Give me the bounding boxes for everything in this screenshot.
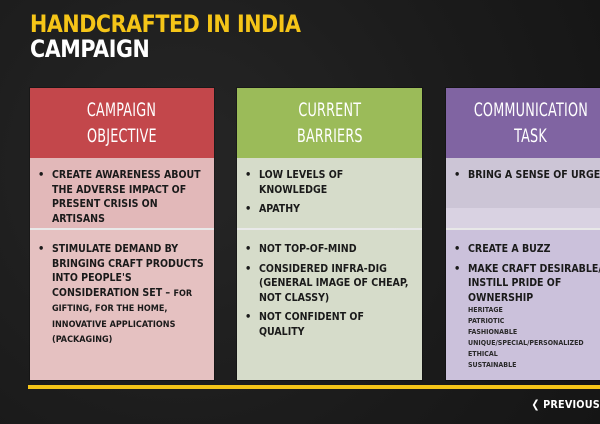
title-line-1: Handcrafted in India — [30, 10, 301, 38]
objective-section-2: • Stimulate demand by bringing craft prod… — [30, 230, 214, 380]
list-item: • Not top-of-mind — [245, 242, 357, 255]
campaign-objective-card: Campaign Objective • Create awareness abou… — [30, 88, 214, 380]
current-barriers-header: Current Barriers — [237, 88, 422, 158]
header-line-2: Task — [514, 125, 548, 147]
task-section-1: •Bring a sense of urgency — [446, 158, 600, 208]
list-item: •Bring a sense of urgency — [454, 168, 600, 181]
sub-item: Unique/Special/Personalized — [468, 339, 584, 347]
header-line-1: Current — [298, 99, 361, 121]
objective-section-1: • Create awareness about the adverse impa… — [30, 158, 214, 228]
header-line-1: Campaign — [87, 99, 157, 121]
sub-item: Patriotic — [468, 317, 505, 325]
list-item: • Make craft desirable/ instill pride of … — [454, 262, 600, 372]
chevron-left-icon: ❮ — [531, 398, 540, 411]
previous-button[interactable]: ❮ Previous — [531, 398, 600, 411]
divider — [30, 228, 214, 230]
barriers-section-1: • Low levels of knowledge • Apathy — [237, 158, 422, 228]
task-spacer — [446, 208, 600, 228]
communication-task-header: Communication Task — [446, 88, 600, 158]
previous-label: Previous — [543, 398, 600, 411]
list-item: • Apathy — [245, 202, 300, 215]
list-item: • Create a buzz — [454, 242, 551, 255]
list-item: • Considered infra-dig (general image of … — [245, 261, 409, 304]
list-item: • Not confident of quality — [245, 310, 364, 338]
campaign-objective-header: Campaign Objective — [30, 88, 214, 158]
footer-rule — [28, 385, 600, 389]
sub-item: Heritage — [468, 306, 503, 314]
title-line-2: Campaign — [30, 35, 150, 63]
sub-list: Heritage Patriotic Fashionable Unique/Sp… — [468, 305, 600, 371]
divider — [446, 228, 600, 230]
divider — [237, 228, 422, 230]
sub-item: Fashionable — [468, 328, 518, 336]
sub-item: Sustainable — [468, 361, 517, 369]
header-line-1: Communication — [473, 99, 589, 121]
list-item: • Stimulate demand by bringing craft prod… — [38, 242, 204, 345]
current-barriers-card: Current Barriers • Low levels of knowledge… — [237, 88, 422, 380]
header-line-2: Barriers — [296, 125, 363, 147]
list-item: • Create awareness about the adverse impa… — [38, 168, 201, 225]
communication-task-card: Communication Task • Bring a sense of urge… — [446, 88, 600, 380]
task-section-2: • Create a buzz • Make craft desirable/ in… — [446, 230, 600, 380]
page-title: Handcrafted in India Campaign — [30, 12, 301, 62]
sub-item: Ethical — [468, 350, 498, 358]
header-line-2: Objective — [87, 125, 157, 147]
barriers-section-2: • Not top-of-mind • Considered infra-dig (… — [237, 230, 422, 380]
list-item: • Low levels of knowledge — [245, 168, 344, 196]
